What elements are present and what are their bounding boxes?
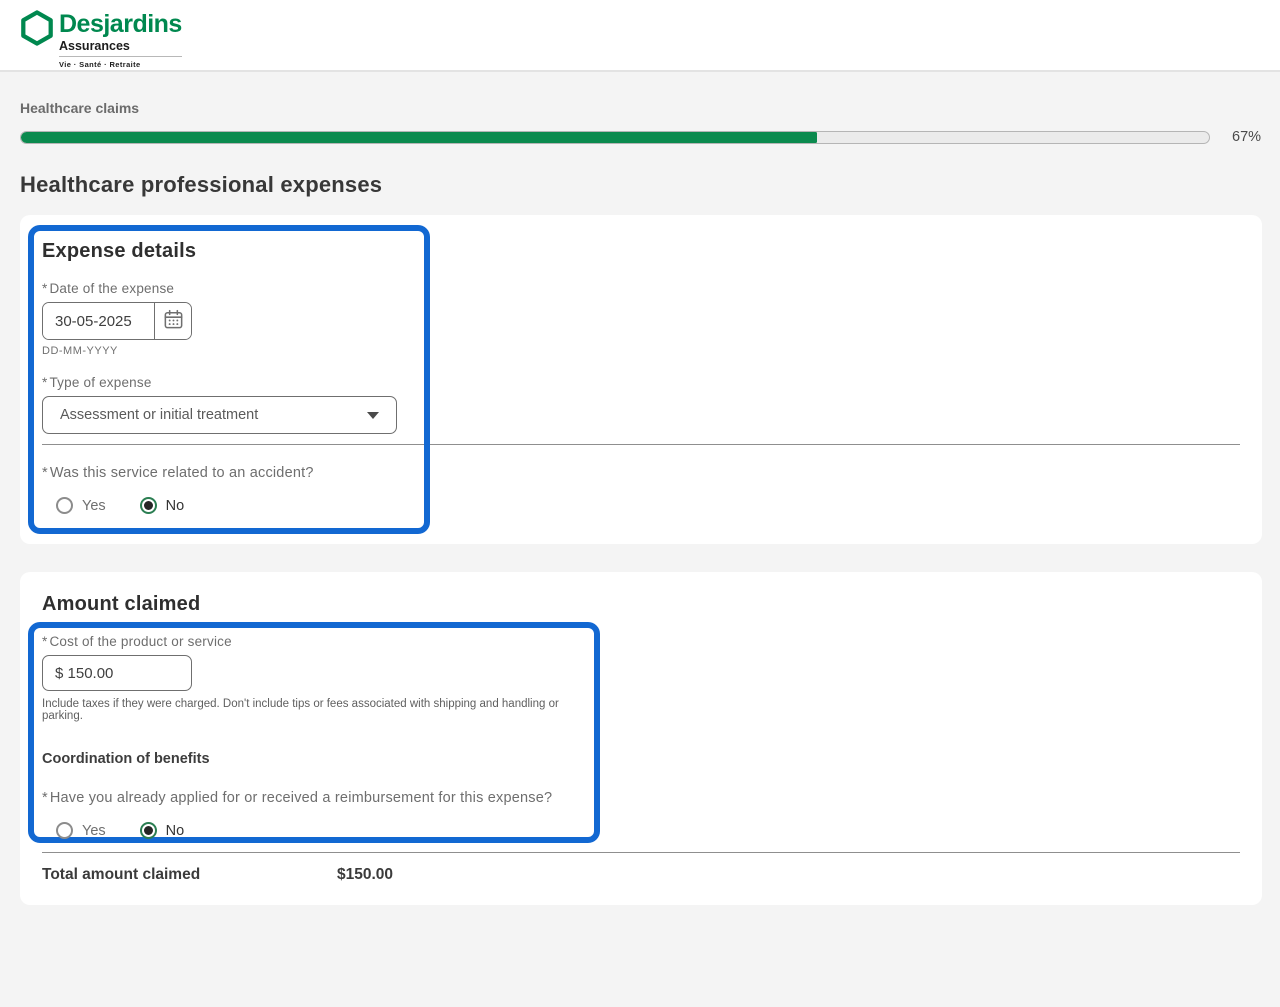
date-of-expense-input[interactable]	[43, 303, 155, 339]
accident-question-label: * Was this service related to an accident…	[42, 465, 314, 481]
required-marker: *	[42, 634, 48, 649]
cost-label: * Cost of the product or service	[42, 634, 232, 649]
radio-circle-icon	[56, 497, 73, 514]
type-of-expense-select[interactable]: Assessment or initial treatment	[42, 396, 397, 434]
required-marker: *	[42, 281, 48, 296]
total-amount-value: $150.00	[337, 866, 394, 883]
app-header: Desjardins Assurances Vie · Santé · Retr…	[0, 0, 1280, 72]
type-of-expense-label: * Type of expense	[42, 375, 152, 390]
required-marker: *	[42, 375, 48, 390]
coordination-of-benefits-heading: Coordination of benefits	[42, 751, 210, 767]
total-amount-label: Total amount claimed	[42, 866, 201, 883]
expense-details-card: Expense details * Date of the expense	[20, 215, 1262, 544]
required-marker: *	[42, 790, 48, 806]
chevron-down-icon	[367, 411, 379, 419]
progress-row: 67%	[20, 129, 1262, 145]
page-title: Healthcare professional expenses	[20, 172, 383, 197]
accident-radio-group: Yes No	[42, 497, 410, 514]
expense-details-heading: Expense details	[42, 240, 197, 262]
expense-details-highlight-box: Expense details * Date of the expense	[28, 225, 430, 534]
date-of-expense-group	[42, 302, 192, 340]
calendar-picker-button[interactable]	[155, 303, 191, 339]
date-of-expense-label: * Date of the expense	[42, 281, 175, 296]
flow-label: Healthcare claims	[20, 100, 140, 116]
reimbursement-radio-group: Yes No	[42, 822, 580, 839]
card-divider	[42, 444, 1240, 445]
claim-form-page: Healthcare claims 67% Healthcare profess…	[0, 100, 1280, 905]
progress-bar-fill	[21, 131, 817, 143]
accident-radio-yes[interactable]: Yes	[56, 497, 106, 514]
brand-tagline: Vie · Santé · Retraite	[59, 60, 141, 69]
cost-hint: Include taxes if they were charged. Don'…	[42, 698, 559, 722]
hexagon-logo-icon	[20, 9, 54, 52]
amount-claimed-highlight-box: *Cost of the product or service Include …	[28, 622, 600, 843]
calendar-icon	[162, 308, 185, 334]
reimbursement-radio-yes[interactable]: Yes	[56, 822, 106, 839]
card-divider	[42, 852, 1240, 853]
progress-percent: 67%	[1232, 129, 1262, 145]
accident-radio-no[interactable]: No	[139, 497, 184, 514]
amount-claimed-heading: Amount claimed	[42, 593, 201, 615]
brand-name: Desjardins	[59, 10, 182, 38]
progress-bar	[20, 130, 1210, 144]
radio-circle-icon	[56, 822, 73, 839]
reimbursement-radio-no[interactable]: No	[139, 822, 184, 839]
type-of-expense-selected-value: Assessment or initial treatment	[60, 407, 259, 423]
radio-circle-icon	[139, 822, 157, 839]
reimbursement-question-label: * Have you already applied for or receive…	[42, 790, 553, 806]
required-marker: *	[42, 465, 48, 481]
amount-claimed-card: Amount claimed * Cost of the product or s…	[20, 572, 1262, 905]
cost-input[interactable]	[42, 655, 192, 691]
desjardins-logo[interactable]: Desjardins Assurances Vie · Santé · Retr…	[20, 9, 200, 69]
date-format-hint: DD-MM-YYYY	[42, 345, 118, 357]
radio-circle-icon	[139, 497, 157, 514]
brand-division: Assurances	[59, 39, 182, 57]
